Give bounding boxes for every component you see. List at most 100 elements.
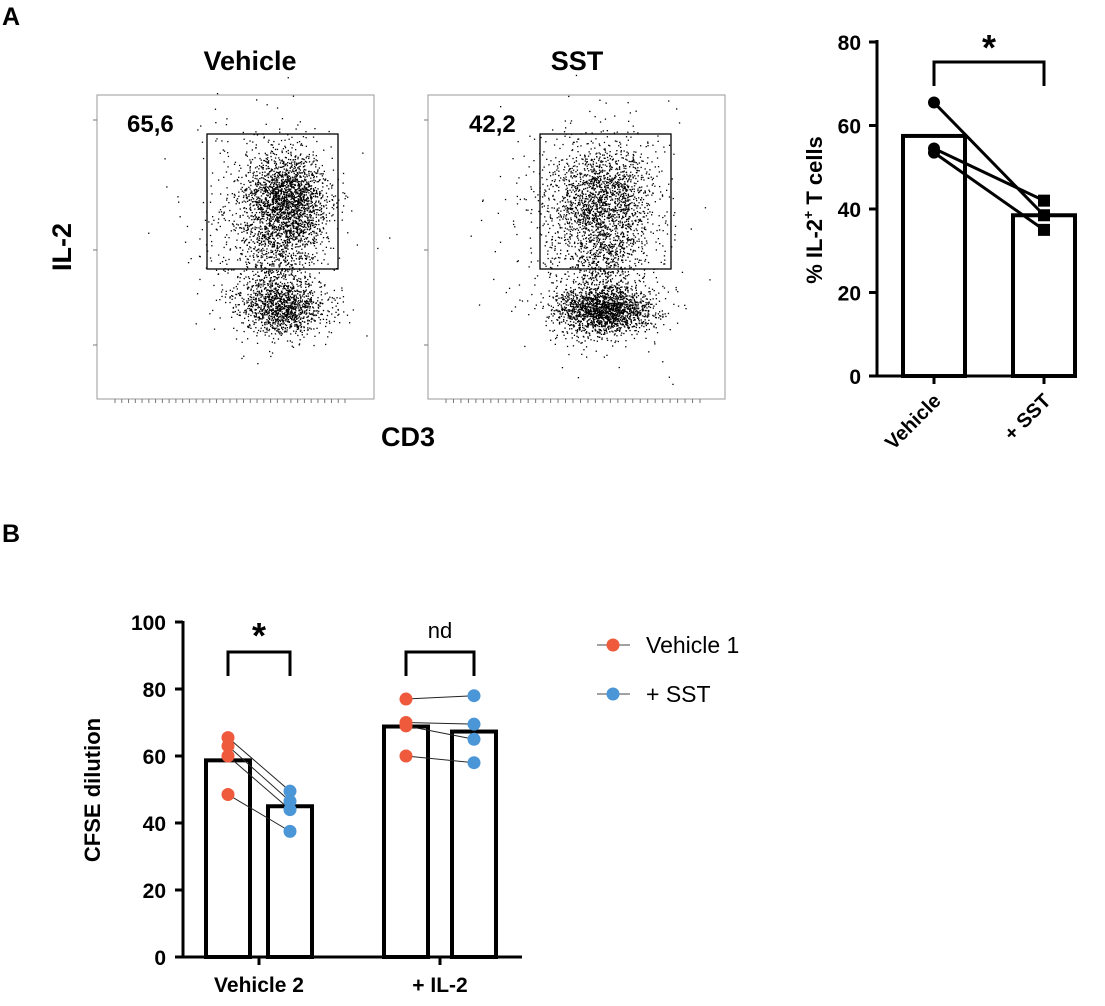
flow-dot	[620, 150, 622, 152]
flow-dot	[594, 203, 596, 205]
flow-dot	[639, 219, 641, 221]
flow-dot	[245, 193, 247, 195]
flow-dot	[243, 298, 245, 300]
flow-dot	[253, 316, 256, 318]
flow-dot	[256, 227, 258, 229]
flow-dot	[614, 202, 616, 204]
flow-dot	[249, 169, 251, 171]
flow-dot	[226, 263, 228, 265]
flow-dot	[296, 236, 298, 238]
flow-dot	[562, 218, 564, 220]
flow-dot	[280, 207, 282, 210]
flow-dot	[280, 182, 282, 185]
flow-dot	[255, 292, 257, 294]
flow-dot	[581, 184, 583, 186]
flow-dot	[620, 194, 622, 196]
flow-dot	[262, 254, 264, 256]
flow-dot	[256, 284, 258, 286]
flow-dot	[254, 312, 256, 314]
flow-dot	[300, 283, 302, 286]
flow-dot	[248, 225, 251, 227]
flow-dot	[291, 245, 293, 247]
flow-dot	[222, 214, 224, 216]
flow-dot	[285, 198, 287, 200]
flow-dot	[229, 289, 231, 291]
flow-dot	[249, 166, 251, 168]
flow-dot	[628, 222, 630, 225]
flow-dot	[256, 198, 258, 201]
flow-dot	[297, 325, 299, 327]
flow-dot	[621, 231, 623, 233]
flow-dot	[299, 241, 301, 243]
flow-dot	[211, 172, 214, 174]
flow-dot	[264, 314, 266, 316]
flow-dot	[258, 284, 260, 286]
flow-dot	[251, 219, 253, 221]
flow-dot	[276, 220, 279, 222]
flow-dot	[280, 235, 282, 237]
flow-dot	[628, 239, 630, 241]
flow-dot	[288, 239, 290, 241]
flow-dot	[287, 194, 289, 196]
panel-label-b: B	[2, 520, 20, 548]
flow-dot	[304, 186, 306, 188]
flow-dot	[306, 302, 308, 304]
flow-dot	[269, 193, 271, 195]
flow-dot	[267, 192, 270, 194]
flow-dot	[643, 192, 645, 194]
flow-dot	[617, 182, 619, 184]
flow-dot	[276, 201, 278, 203]
flow-dot	[197, 129, 199, 131]
flow-dot	[307, 305, 309, 307]
flow-dot	[293, 254, 295, 256]
flow-dot	[284, 276, 286, 278]
flow-dot	[278, 286, 280, 288]
flow-dot	[274, 231, 276, 234]
flow-dot	[616, 209, 619, 212]
flow-dot	[288, 296, 290, 298]
flow-dot	[585, 161, 588, 163]
flow-dot	[275, 218, 277, 220]
flow-dot	[236, 329, 238, 332]
flow-dot	[287, 190, 290, 192]
flow-dot	[619, 174, 621, 176]
flow-dot	[290, 143, 292, 145]
flow-dot	[306, 214, 308, 216]
flow-dot	[287, 220, 290, 222]
flow-dot	[254, 191, 256, 193]
flow-dot	[275, 166, 277, 168]
flow-dot	[556, 169, 558, 171]
flow-dot	[283, 221, 285, 223]
flow-dot	[313, 226, 315, 228]
flow-dot	[300, 312, 302, 314]
flow-dot	[311, 192, 313, 194]
flow-dot	[611, 247, 613, 250]
flow-dot	[256, 238, 258, 240]
flow-dot	[285, 318, 287, 320]
flow-dot	[257, 234, 259, 236]
flow-dot	[617, 160, 620, 162]
flow-dot	[312, 204, 314, 206]
flow-dot	[273, 182, 276, 184]
flow-dot	[608, 204, 610, 206]
flow-dot	[317, 300, 319, 302]
flow-dot	[293, 319, 295, 321]
flow-dot	[620, 206, 622, 208]
flow-dot	[282, 248, 284, 250]
flow-dot	[611, 187, 613, 189]
flow-dot	[312, 209, 315, 211]
flow-dot	[277, 330, 279, 333]
flow-dot	[609, 209, 611, 211]
flow-dot	[293, 302, 295, 304]
flow-dot	[615, 176, 617, 178]
flow-dot	[281, 118, 284, 120]
flow-dot	[296, 324, 298, 326]
flow-dot	[256, 303, 259, 305]
flow-dot	[306, 283, 308, 285]
flow-dot	[276, 271, 278, 274]
flow-dot	[259, 211, 261, 214]
flow-dot	[280, 332, 282, 334]
flow-dot	[620, 153, 622, 156]
flow-dot	[273, 315, 275, 317]
flow-dot	[286, 206, 288, 208]
